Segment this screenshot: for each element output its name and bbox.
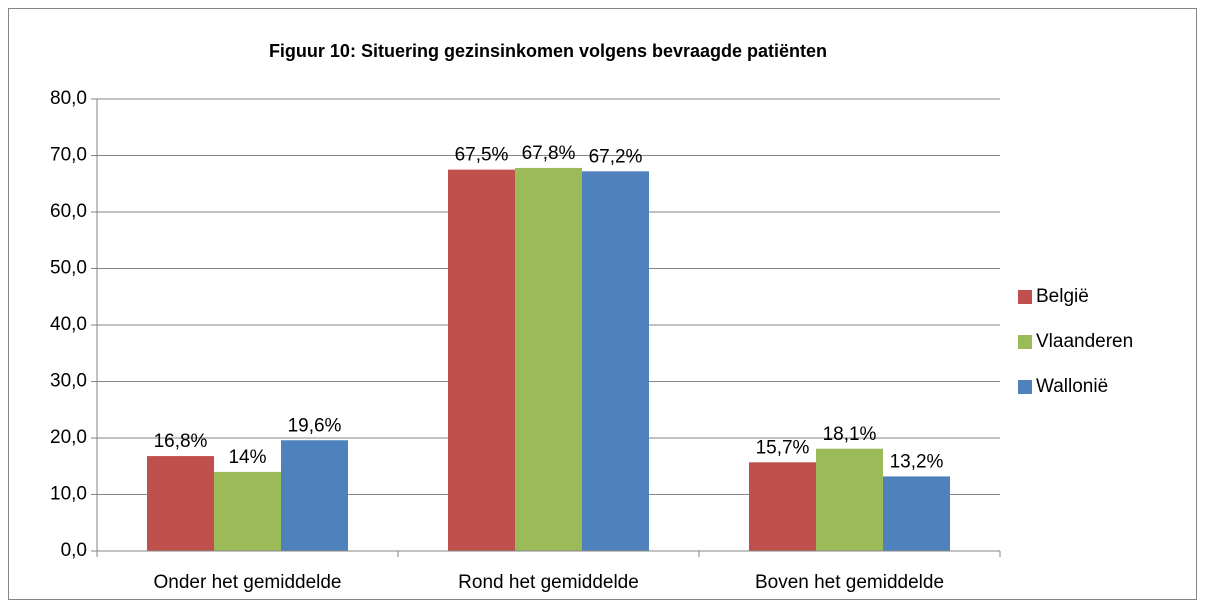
bar	[214, 471, 281, 551]
x-tick-label: Onder het gemiddelde	[153, 572, 341, 593]
bar	[883, 476, 950, 551]
data-label: 67,8%	[522, 143, 576, 164]
data-label: 13,2%	[890, 451, 944, 472]
bar	[147, 456, 214, 551]
y-tick-label: 10,0	[50, 484, 87, 505]
legend-swatch	[1018, 290, 1032, 304]
bar	[448, 169, 515, 551]
legend-swatch	[1018, 380, 1032, 394]
legend-label: Wallonië	[1036, 376, 1108, 397]
legend-label: België	[1036, 286, 1089, 307]
data-label: 18,1%	[823, 424, 877, 445]
x-tick-label: Rond het gemiddelde	[458, 572, 639, 593]
data-label: 14%	[228, 447, 266, 468]
y-tick-label: 20,0	[50, 427, 87, 448]
bar	[749, 462, 816, 551]
data-label: 67,5%	[455, 145, 509, 166]
x-tick-label: Boven het gemiddelde	[755, 572, 944, 593]
y-tick-label: 70,0	[50, 145, 87, 166]
chart-title: Figuur 10: Situering gezinsinkomen volge…	[269, 41, 827, 61]
legend-swatch	[1018, 335, 1032, 349]
legend-label: Vlaanderen	[1036, 331, 1133, 352]
y-tick-label: 30,0	[50, 371, 87, 392]
data-label: 15,7%	[756, 437, 810, 458]
y-tick-label: 50,0	[50, 258, 87, 279]
y-tick-label: 40,0	[50, 314, 87, 335]
bar	[582, 171, 649, 551]
bar	[816, 448, 883, 551]
y-tick-label: 60,0	[50, 201, 87, 222]
data-label: 19,6%	[288, 415, 342, 436]
bar	[281, 440, 348, 551]
data-label: 16,8%	[154, 431, 208, 452]
data-label: 67,2%	[589, 146, 643, 167]
bar	[515, 167, 582, 551]
y-tick-label: 0,0	[61, 540, 87, 561]
y-tick-label: 80,0	[50, 88, 87, 109]
